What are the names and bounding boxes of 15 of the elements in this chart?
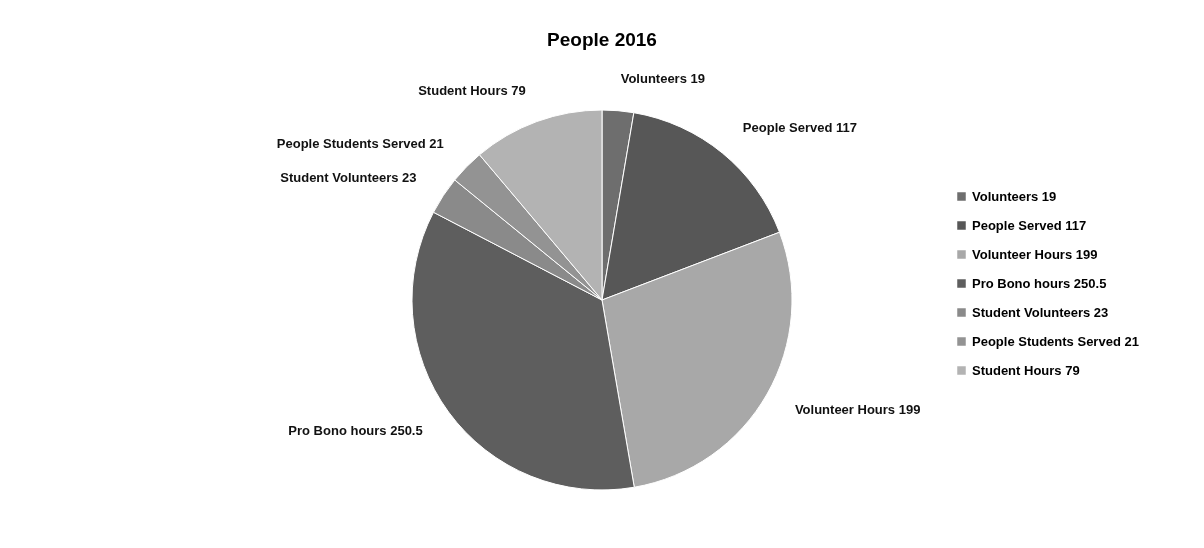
slice-label: Pro Bono hours 250.5	[288, 422, 423, 438]
legend-label: Pro Bono hours 250.5	[972, 275, 1107, 291]
slice-label: Volunteers 19	[620, 70, 705, 86]
legend-label: Volunteer Hours 199	[972, 246, 1098, 262]
slice-label: Student Volunteers 23	[280, 169, 417, 185]
legend-label: Volunteers 19	[972, 188, 1057, 204]
legend-label: People Students Served 21	[972, 333, 1139, 349]
slice-label: People Students Served 21	[276, 136, 444, 152]
legend-label: Student Volunteers 23	[972, 304, 1109, 320]
slice-label: People Served 117	[742, 120, 858, 136]
slice-label: Volunteer Hours 199	[794, 401, 921, 417]
slice-label: Student Hours 79	[418, 83, 526, 99]
chart-title: People 2016	[547, 29, 657, 50]
legend-label: People Served 117	[972, 217, 1087, 233]
legend-label: Student Hours 79	[972, 362, 1080, 378]
